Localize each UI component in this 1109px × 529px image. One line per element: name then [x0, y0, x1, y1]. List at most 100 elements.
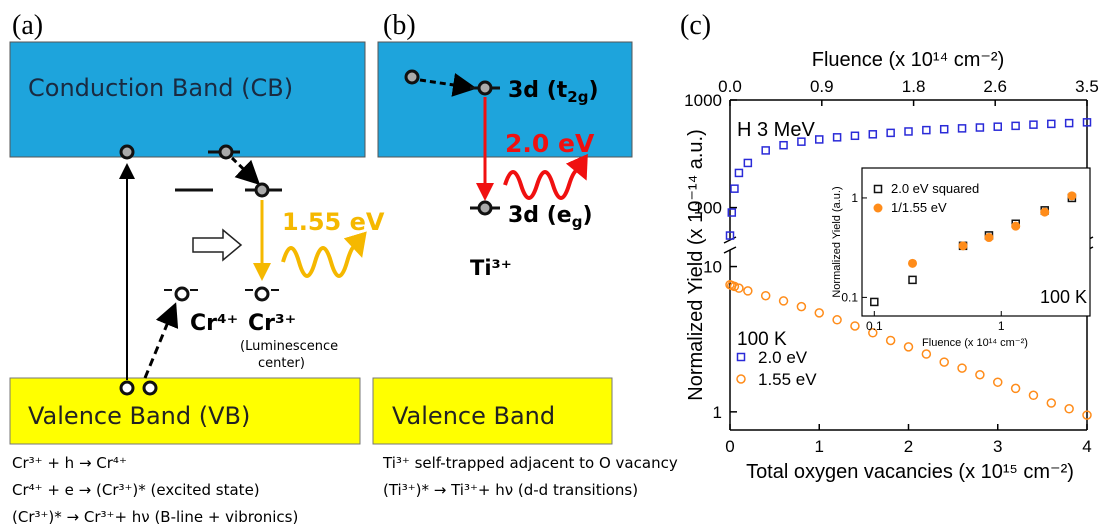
- x-tick-label: 4: [1082, 437, 1091, 456]
- ion-label: Cr⁴⁺: [190, 311, 238, 336]
- legend-label: 1.55 eV: [758, 370, 817, 389]
- point: [959, 241, 968, 250]
- point: [958, 364, 966, 372]
- panel-label: (b): [383, 10, 416, 41]
- equation: (Ti³⁺)* → Ti³⁺+ hν (d-d transitions): [383, 481, 638, 499]
- level-label: 3d (eg): [508, 203, 593, 231]
- level-label-sub: g: [572, 213, 583, 231]
- point: [834, 134, 841, 141]
- inset-x-axis-label: Fluence (x 10¹⁴ cm⁻²): [922, 337, 1028, 349]
- energy-label: 2.0 eV: [505, 129, 595, 158]
- band-label: Conduction Band (CB): [28, 74, 293, 102]
- hole-arrow: [145, 305, 175, 378]
- annotation: H 3 MeV: [737, 119, 815, 141]
- electron: [121, 146, 133, 158]
- point: [815, 309, 823, 317]
- level-label-text: 3d (e: [508, 203, 572, 228]
- point: [1040, 208, 1049, 217]
- photon: [283, 246, 361, 276]
- annotation: 100 K: [737, 329, 787, 350]
- inset-y-axis-label: Normalized Yield (a.u.): [831, 186, 843, 297]
- point: [922, 350, 930, 358]
- point: [887, 129, 894, 136]
- point: [744, 287, 752, 295]
- electron: [256, 288, 268, 300]
- note: (Luminescence: [240, 339, 338, 354]
- point: [1048, 120, 1055, 127]
- x2-axis-label: Fluence (x 10¹⁴ cm⁻²): [812, 49, 1005, 71]
- panel-label: (a): [12, 10, 43, 41]
- x-tick-label: 0: [725, 437, 734, 456]
- panel-a: (a) Conduction Band (CB) Valence Band (V…: [10, 10, 385, 526]
- inset-y-tick-label: 0.1: [841, 290, 858, 304]
- point: [797, 303, 805, 311]
- legend-label: 2.0 eV: [758, 348, 808, 367]
- x-tick-label: 3: [993, 437, 1002, 456]
- figure: (a) Conduction Band (CB) Valence Band (V…: [0, 0, 1109, 529]
- y-tick-label: 1: [713, 403, 722, 422]
- electron: [479, 202, 491, 214]
- equation: Ti³⁺ self-trapped adjacent to O vacancy: [382, 454, 678, 472]
- band-label: Valence Band (VB): [28, 402, 250, 430]
- point: [1030, 121, 1037, 128]
- x-tick-label: 1: [815, 437, 824, 456]
- legend-label: 2.0 eV squared: [891, 181, 979, 196]
- point: [994, 378, 1002, 386]
- level-label-text: 3d (t: [508, 78, 568, 103]
- point: [923, 127, 930, 134]
- inset-y-tick-label: 1: [851, 191, 858, 205]
- equation: Cr³⁺ + h → Cr⁴⁺: [12, 454, 127, 472]
- electron: [256, 184, 268, 196]
- relax-arrow: [232, 158, 258, 183]
- point: [851, 132, 858, 139]
- inset-x-tick-label: 0.1: [866, 319, 883, 333]
- equation: Cr⁴⁺ + e → (Cr³⁺)* (excited state): [12, 481, 260, 499]
- point: [874, 204, 883, 213]
- point: [780, 297, 788, 305]
- point: [833, 316, 841, 324]
- point: [780, 142, 787, 149]
- note: center): [258, 356, 305, 371]
- hole: [121, 382, 133, 394]
- point: [940, 358, 948, 366]
- point: [1066, 120, 1073, 127]
- band-label: Valence Band: [392, 402, 555, 430]
- point: [994, 123, 1001, 130]
- x2-tick-label: 2.6: [983, 77, 1007, 96]
- ion-label: Ti³⁺: [470, 256, 512, 280]
- point: [738, 354, 745, 361]
- point: [731, 185, 738, 192]
- point: [735, 169, 742, 176]
- hole: [144, 382, 156, 394]
- point: [905, 128, 912, 135]
- point: [816, 136, 823, 143]
- y-axis-label: Normalized Yield (x 10⁻¹⁴ a.u.): [685, 129, 707, 400]
- equation: (Cr³⁺)* → Cr³⁺+ hν (B-line + vibronics): [12, 508, 298, 526]
- legend-label: 1/1.55 eV: [891, 200, 947, 215]
- point: [1047, 399, 1055, 407]
- point: [762, 147, 769, 154]
- x2-tick-label: 1.8: [902, 77, 926, 96]
- energy-label: 1.55 eV: [282, 208, 385, 236]
- level-label-text: ): [582, 203, 592, 228]
- point: [1012, 122, 1019, 129]
- x-axis-label: Total oxygen vacancies (x 10¹⁵ cm⁻²): [746, 461, 1074, 483]
- hollow-arrow: [193, 230, 241, 260]
- electron: [479, 82, 491, 94]
- point: [1065, 405, 1073, 413]
- annotation: 100 K: [1040, 287, 1087, 307]
- x2-tick-label: 3.5: [1075, 77, 1099, 96]
- level-label-text: ): [588, 78, 598, 103]
- x2-tick-label: 0.9: [810, 77, 834, 96]
- level-label-sub: 2g: [567, 88, 588, 106]
- y-tick-label: 1000: [684, 91, 722, 110]
- point: [869, 131, 876, 138]
- point: [1011, 222, 1020, 231]
- point: [984, 233, 993, 242]
- point: [908, 259, 917, 268]
- electron: [220, 146, 232, 158]
- point: [1067, 191, 1076, 200]
- photon: [505, 170, 585, 198]
- point: [887, 336, 895, 344]
- point: [959, 125, 966, 132]
